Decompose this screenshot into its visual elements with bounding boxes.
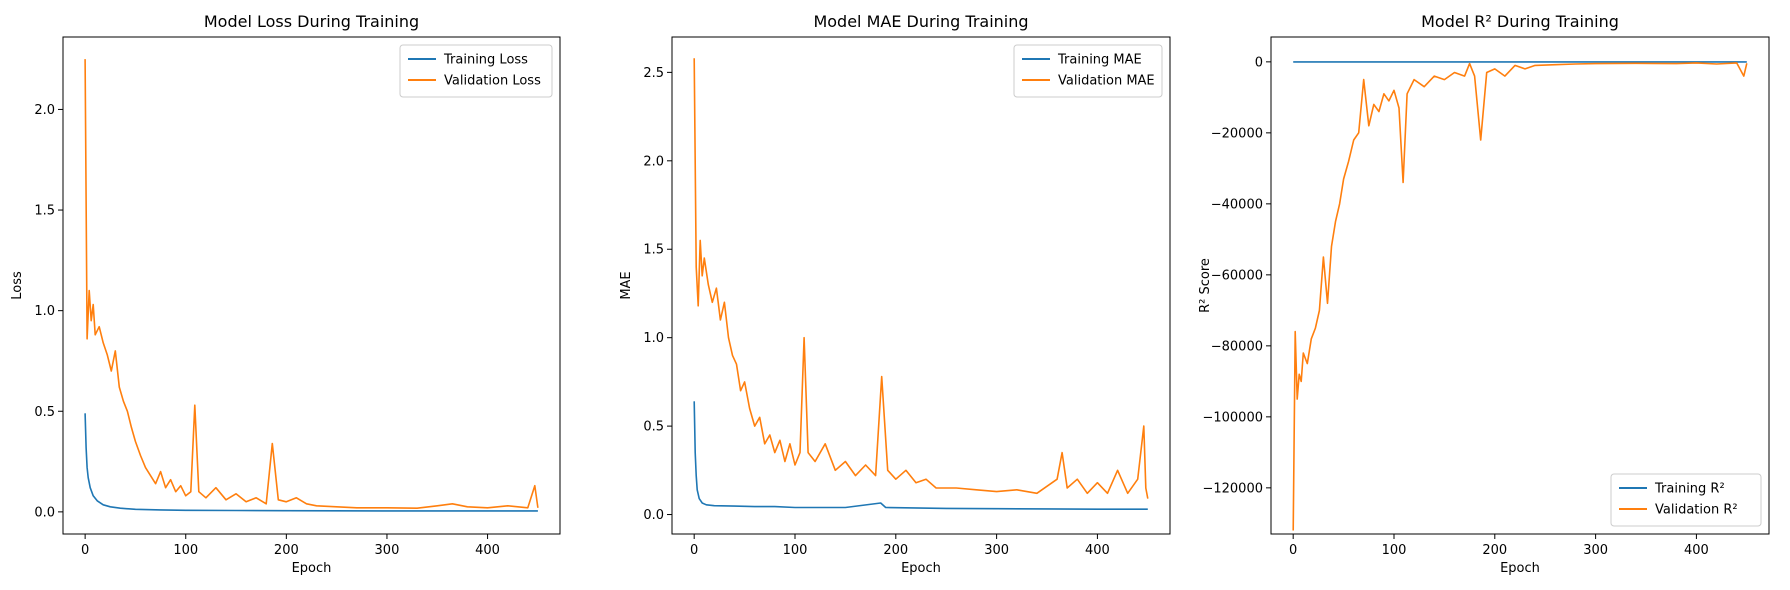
y-tick-label: −60000 [1211,268,1263,283]
series-line-validation [1292,62,1748,531]
x-tick-label: 200 [883,543,908,558]
y-axis-label: Loss [10,271,25,300]
x-tick-label: 400 [1085,543,1110,558]
series-line-training [693,401,1148,510]
legend-label: Training R² [1654,482,1725,497]
y-tick-label: 2.5 [643,66,664,81]
y-tick-label: 0.0 [643,508,664,523]
y-tick-label: 2.0 [34,103,55,118]
legend-label: Validation MAE [1058,74,1155,89]
x-tick-label: 200 [274,543,299,558]
x-tick-label: 400 [1684,543,1709,558]
x-axis-label: Epoch [1500,561,1540,576]
legend-box [1013,44,1163,98]
y-tick-label: 0.5 [643,420,664,435]
x-tick-label: 0 [690,543,698,558]
y-tick-label: −20000 [1211,126,1263,141]
legend: Training Loss Validation Loss [399,44,553,98]
x-tick-label: 200 [1482,543,1507,558]
x-axis-label: Epoch [292,561,332,576]
plot-frame [62,36,561,535]
x-tick-label: 0 [1289,543,1297,558]
chart-title: Model R² During Training [1421,12,1619,31]
legend: Training R² Validation R² [1610,473,1762,527]
y-tick-label: 1.0 [643,331,664,346]
y-tick-label: 2.0 [643,154,664,169]
legend-box [1610,473,1762,527]
x-tick-label: 300 [984,543,1009,558]
y-tick-label: 1.0 [34,304,55,319]
series-line-training [84,413,538,512]
y-tick-label: 0.5 [34,405,55,420]
x-tick-label: 300 [1583,543,1608,558]
y-tick-label: 1.5 [643,243,664,258]
chart-panel-2: Model MAE During Training 0 100 200 300 400 0.… [619,12,1171,576]
legend-label: Training MAE [1057,53,1142,68]
legend: Training MAE Validation MAE [1013,44,1163,98]
series-line-validation [693,58,1149,499]
chart-panel-3: Model R² During Training 0 100 200 300 400 0 −2… [1198,12,1770,576]
x-tick-label: 100 [1382,543,1407,558]
x-tick-label: 0 [81,543,89,558]
y-tick-label: −100000 [1202,410,1263,425]
y-tick-label: 0 [1255,55,1263,70]
y-axis-label: MAE [619,271,634,299]
plot-frame [671,36,1171,535]
y-tick-label: −40000 [1211,197,1263,212]
legend-label: Validation Loss [444,74,541,89]
legend-label: Training Loss [443,53,528,68]
y-tick-label: −120000 [1202,481,1263,496]
y-axis-label: R² Score [1198,258,1213,313]
x-tick-label: 400 [475,543,500,558]
x-tick-label: 100 [783,543,808,558]
legend-label: Validation R² [1655,503,1738,518]
y-tick-label: 0.0 [34,505,55,520]
x-tick-label: 100 [173,543,198,558]
chart-title: Model MAE During Training [813,12,1028,31]
plot-frame [1270,36,1770,535]
y-tick-label: 1.5 [34,204,55,219]
legend-box [399,44,553,98]
y-tick-label: −80000 [1211,339,1263,354]
x-tick-label: 300 [375,543,400,558]
x-axis-label: Epoch [901,561,941,576]
series-line-validation [84,59,539,509]
chart-title: Model Loss During Training [204,12,419,31]
chart-panel-1: Model Loss During Training 0 100 200 300 400 0… [10,12,561,576]
